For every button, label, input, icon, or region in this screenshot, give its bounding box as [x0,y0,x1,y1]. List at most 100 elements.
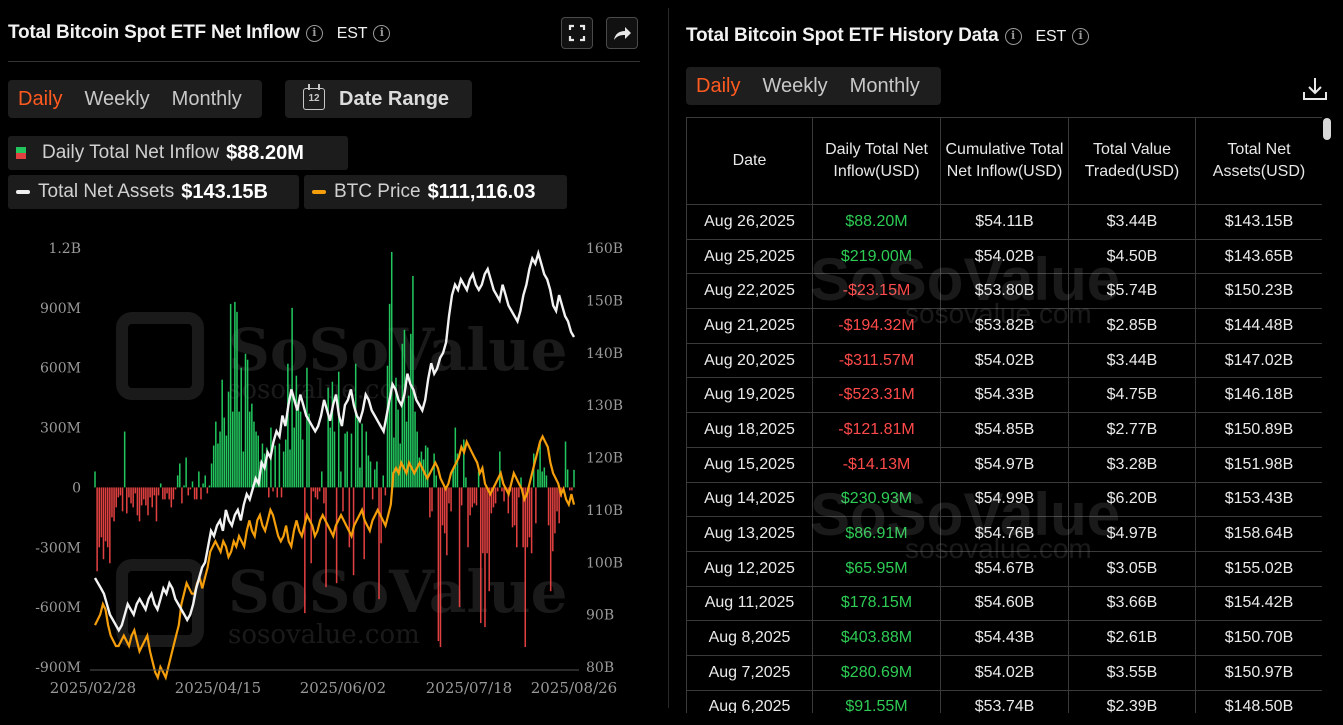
inflow-bar[interactable] [363,487,365,560]
inflow-bar[interactable] [191,481,194,488]
inflow-bar[interactable] [263,453,266,488]
inflow-bar[interactable] [240,367,243,488]
inflow-bar[interactable] [113,487,115,522]
inflow-bar[interactable] [547,487,550,526]
inflow-bar[interactable] [287,363,289,488]
inflow-bar[interactable] [530,487,533,554]
inflow-bar[interactable] [284,439,287,488]
inflow-bar[interactable] [291,307,293,488]
inflow-bar[interactable] [223,417,226,488]
inflow-bar[interactable] [539,441,541,488]
inflow-bar[interactable] [327,387,329,488]
inflow-bar[interactable] [573,469,575,488]
history-timezone-info-icon[interactable]: i [1072,28,1090,45]
share-button[interactable] [606,17,638,49]
inflow-bar[interactable] [193,487,196,500]
inflow-bar[interactable] [248,411,251,488]
table-row[interactable]: Aug 15,2025 -$14.13M $54.97B $3.28B $151.98B [686,446,1322,483]
inflow-bar[interactable] [465,477,467,488]
inflow-bar[interactable] [452,467,454,488]
inflow-bar[interactable] [104,487,107,542]
inflow-bar[interactable] [229,303,232,488]
inflow-bar[interactable] [460,487,463,506]
inflow-bar[interactable] [390,251,393,488]
inflow-bar[interactable] [386,365,389,488]
inflow-bar[interactable] [100,487,103,538]
inflow-bar[interactable] [181,487,183,504]
inflow-bar[interactable] [554,487,556,534]
table-row[interactable]: Aug 22,2025 -$23.15M $53.80B $5.74B $150.23B [686,273,1322,310]
inflow-bar[interactable] [98,487,101,548]
inflow-bar[interactable] [441,487,444,526]
inflow-bar[interactable] [545,475,548,488]
inflow-bar[interactable] [564,441,567,488]
inflow-bar[interactable] [94,471,96,488]
inflow-bar[interactable] [321,471,323,488]
inflow-bar[interactable] [149,487,151,498]
inflow-bar[interactable] [138,487,141,522]
inflow-bar[interactable] [471,487,474,508]
inflow-bar[interactable] [401,343,404,488]
inflow-bar[interactable] [467,487,469,548]
inflow-bar[interactable] [166,487,168,494]
history-tab-weekly[interactable]: Weekly [762,74,828,97]
timezone-info-icon[interactable]: i [373,25,391,42]
inflow-bar[interactable] [323,487,325,504]
inflow-bar[interactable] [132,487,134,508]
inflow-bar[interactable] [552,487,554,552]
inflow-bar[interactable] [369,461,372,488]
inflow-bar[interactable] [503,487,505,502]
inflow-bar[interactable] [371,487,374,500]
inflow-bar[interactable] [473,487,476,504]
inflow-bar[interactable] [136,487,139,516]
inflow-bar[interactable] [513,487,516,526]
inflow-bar[interactable] [312,487,315,492]
inflow-bar[interactable] [382,475,385,488]
table-scrollbar[interactable] [1323,118,1331,140]
col-date[interactable]: Date [686,117,813,205]
inflow-bar[interactable] [357,419,359,488]
inflow-bar[interactable] [176,475,179,488]
inflow-bar[interactable] [543,467,546,488]
history-info-icon[interactable]: i [1004,28,1022,45]
inflow-bar[interactable] [183,485,185,488]
inflow-bar[interactable] [435,475,437,488]
inflow-bar[interactable] [238,411,240,488]
history-tab-monthly[interactable]: Monthly [849,74,920,97]
inflow-bar[interactable] [479,487,482,624]
inflow-bar[interactable] [350,433,353,488]
table-row[interactable]: Aug 6,2025 $91.55M $53.74B $2.39B $148.50B [686,689,1322,713]
inflow-bar[interactable] [134,487,137,494]
inflow-bar[interactable] [346,431,348,488]
inflow-bar[interactable] [221,379,223,488]
tab-daily[interactable]: Daily [18,87,63,110]
inflow-bar[interactable] [524,487,527,648]
inflow-bar[interactable] [378,487,380,600]
inflow-bar[interactable] [496,487,499,492]
inflow-bar[interactable] [128,487,130,498]
inflow-bar[interactable] [299,411,302,488]
inflow-bar[interactable] [537,469,539,488]
expand-button[interactable] [561,17,593,49]
inflow-bar[interactable] [195,487,198,500]
inflow-bar[interactable] [206,487,209,494]
inflow-bar[interactable] [450,487,452,512]
inflow-bar[interactable] [393,437,395,488]
inflow-bar[interactable] [168,487,170,500]
inflow-bar[interactable] [446,487,448,556]
inflow-bar[interactable] [295,375,298,488]
inflow-bar[interactable] [395,377,397,488]
inflow-bar[interactable] [153,487,156,496]
inflow-bar[interactable] [293,427,295,488]
inflow-bar[interactable] [477,471,480,488]
inflow-bar[interactable] [280,487,283,498]
info-icon[interactable]: i [305,25,323,42]
col-cumulative-inflow[interactable]: Cumulative Total Net Inflow(USD) [940,117,1069,205]
inflow-bar[interactable] [469,487,471,516]
inflow-bar[interactable] [482,487,484,554]
inflow-bar[interactable] [456,453,459,488]
table-row[interactable]: Aug 11,2025 $178.15M $54.60B $3.66B $154.42B [686,585,1322,622]
inflow-bar[interactable] [335,487,338,584]
inflow-bar[interactable] [215,421,217,488]
inflow-bar[interactable] [448,487,450,504]
